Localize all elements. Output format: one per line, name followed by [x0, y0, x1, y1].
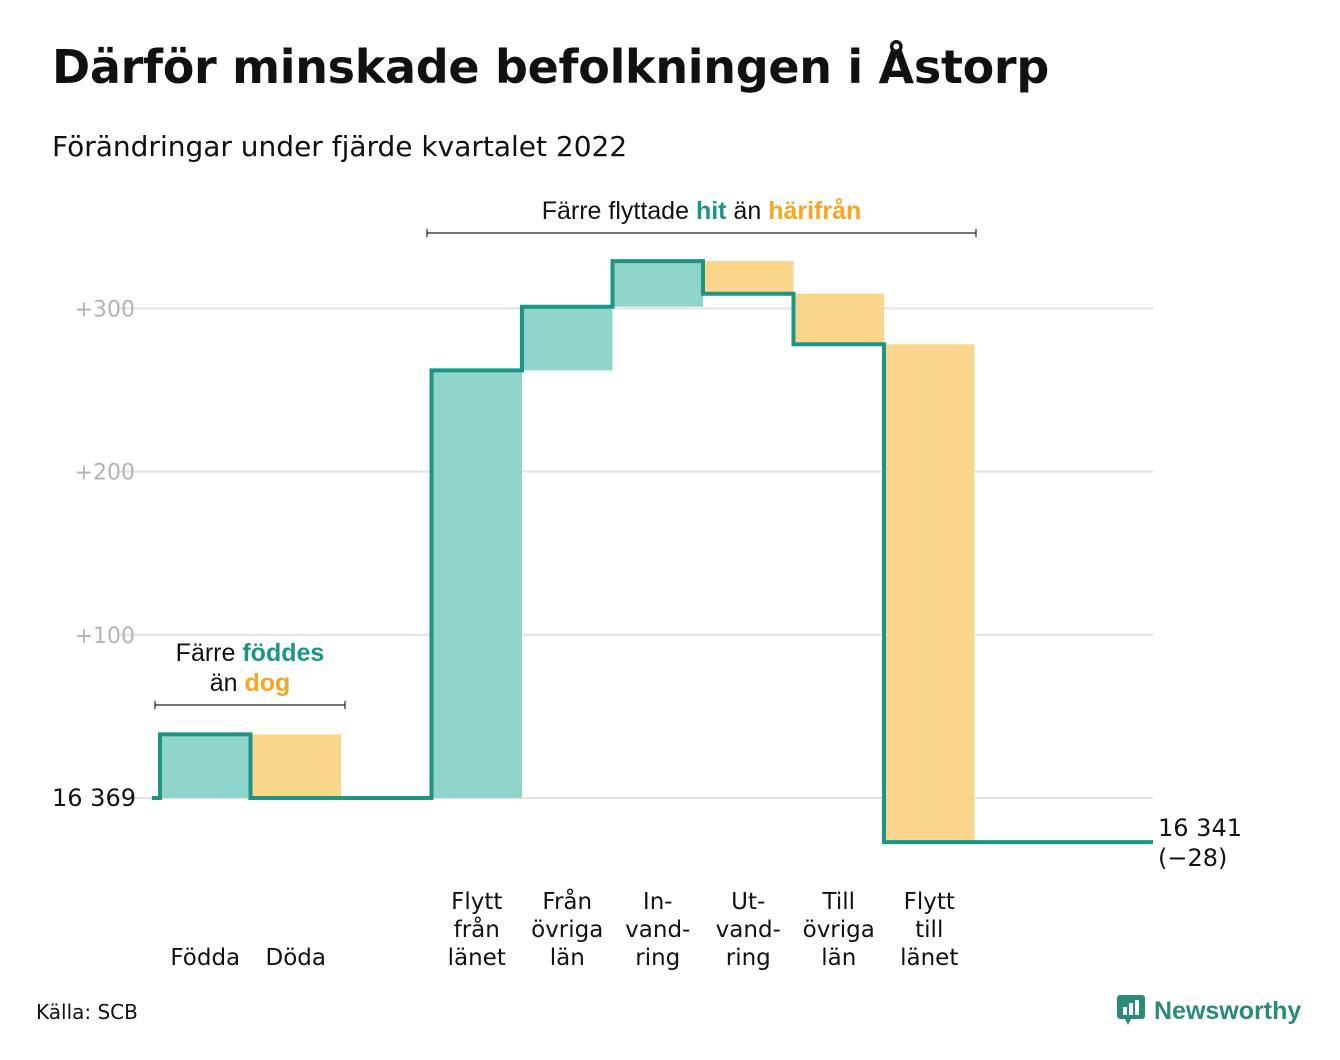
bar-1: [250, 734, 341, 798]
annotation-1-segment-0-2: än: [726, 197, 768, 225]
y-tick-label-1: +200: [75, 461, 135, 486]
annotation-0-segment-1-0: än: [210, 669, 245, 697]
annotation-0-segment-1-1: dog: [244, 669, 290, 697]
bar-7: [884, 344, 975, 843]
annotation-0-line-1: än dog: [210, 669, 291, 697]
annotation-1-line-0: Färre flyttade hit än härifrån: [542, 197, 862, 225]
category-label-6-1: övriga: [803, 917, 875, 943]
category-label-2-1: från: [454, 915, 500, 943]
category-label-3-1: övriga: [531, 917, 603, 943]
page-title: Därför minskade befolkningen i Åstorp: [52, 40, 1049, 94]
bar-0: [160, 734, 251, 798]
category-label-5-2: ring: [726, 945, 771, 971]
category-label-5-1: vand-: [716, 917, 781, 943]
annotation-0-segment-0-1: föddes: [242, 639, 324, 667]
end-value-label: 16 341: [1158, 814, 1242, 842]
source-note: Källa: SCB: [36, 1000, 138, 1024]
bar-3: [522, 306, 613, 371]
newsworthy-logo-text: Newsworthy: [1154, 996, 1302, 1025]
category-label-3-0: Från: [542, 887, 592, 915]
end-change-label: (−28): [1158, 844, 1227, 872]
category-label-4-1: vand-: [625, 917, 690, 943]
bar-6: [793, 293, 884, 345]
bar-2: [431, 370, 522, 798]
newsworthy-logo: Newsworthy: [1116, 994, 1301, 1028]
y-tick-label-0: +100: [75, 624, 135, 649]
start-value-label: 16 369: [52, 784, 136, 812]
category-label-5-0: Ut-: [731, 889, 765, 915]
category-label-7-1: till: [915, 917, 943, 943]
category-label-4-0: In-: [643, 889, 673, 915]
newsworthy-logo-icon: [1117, 995, 1145, 1025]
category-label-7-2: länet: [900, 945, 958, 971]
annotation-0-line-0: Färre föddes: [176, 639, 325, 667]
annotation-1-segment-0-1: hit: [696, 197, 727, 225]
y-tick-label-2: +300: [75, 297, 135, 322]
cumulative-step-line: [152, 259, 1153, 845]
category-label-6-2: län: [821, 945, 856, 971]
annotation-1-segment-0-0: Färre flyttade: [542, 197, 696, 225]
bar-5: [703, 261, 794, 294]
page-subtitle: Förändringar under fjärde kvartalet 2022: [52, 130, 628, 163]
annotation-0-segment-0-0: Färre: [176, 639, 243, 667]
category-label-0-0: Födda: [170, 945, 240, 971]
category-label-1-0: Döda: [266, 945, 326, 971]
category-label-7-0: Flytt: [904, 889, 955, 915]
annotation-1-segment-0-3: härifrån: [768, 197, 861, 225]
category-label-3-2: län: [550, 945, 585, 971]
category-label-2-0: Flytt: [451, 889, 502, 915]
category-label-6-0: Till: [821, 889, 855, 915]
category-label-2-2: länet: [448, 945, 506, 971]
category-label-4-2: ring: [635, 945, 680, 971]
bar-4: [612, 261, 703, 307]
